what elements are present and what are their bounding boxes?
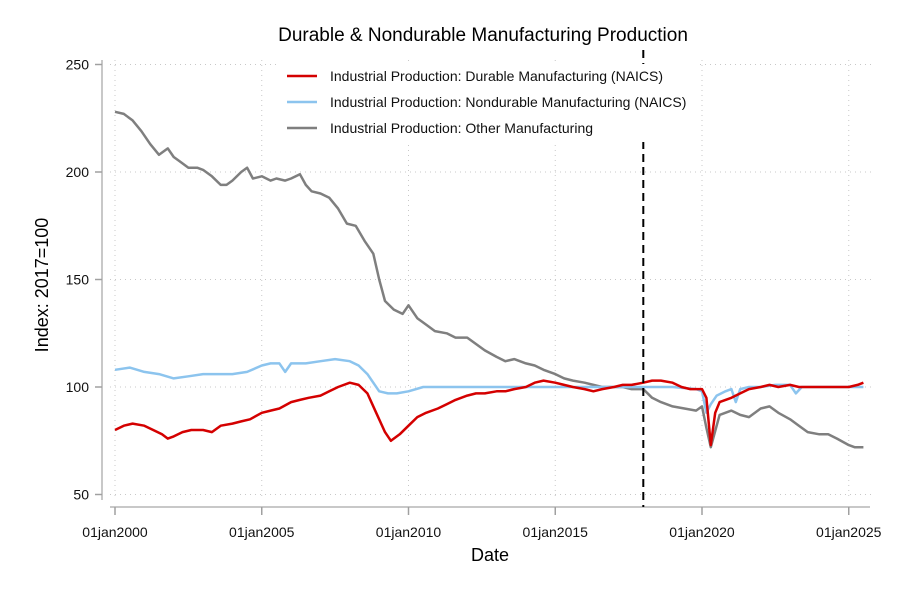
y-ticks: 50 100 150 200 250: [66, 57, 102, 503]
chart-title: Durable & Nondurable Manufacturing Produ…: [278, 25, 688, 46]
y-tick-label: 200: [66, 164, 90, 180]
series-line-1: [114, 379, 864, 447]
x-tick-label: 01jan2000: [82, 524, 148, 540]
x-tick-label: 01jan2015: [523, 524, 589, 540]
x-tick-label: 01jan2025: [816, 524, 882, 540]
legend-label-2: Industrial Production: Nondurable Manufa…: [330, 94, 686, 110]
y-tick-label: 50: [73, 487, 89, 503]
series-lines: [114, 110, 864, 449]
legend: Industrial Production: Durable Manufactu…: [280, 64, 700, 142]
legend-label-3: Industrial Production: Other Manufacturi…: [330, 120, 593, 136]
x-axis-title: Date: [471, 545, 509, 565]
grid: [110, 60, 875, 500]
legend-box: [280, 64, 700, 142]
y-tick-label: 100: [66, 379, 90, 395]
x-tick-label: 01jan2005: [229, 524, 295, 540]
x-tick-label: 01jan2010: [376, 524, 442, 540]
x-ticks: 01jan2000 01jan2005 01jan2010 01jan2015 01ja…: [82, 507, 882, 540]
y-axis-title: Index: 2017=100: [32, 218, 52, 353]
y-tick-label: 150: [66, 272, 90, 288]
legend-label-1: Industrial Production: Durable Manufactu…: [330, 68, 663, 84]
x-tick-label: 01jan2020: [669, 524, 735, 540]
series-line-2: [114, 357, 864, 415]
y-tick-label: 250: [66, 57, 90, 73]
series-line-3: [114, 110, 864, 449]
